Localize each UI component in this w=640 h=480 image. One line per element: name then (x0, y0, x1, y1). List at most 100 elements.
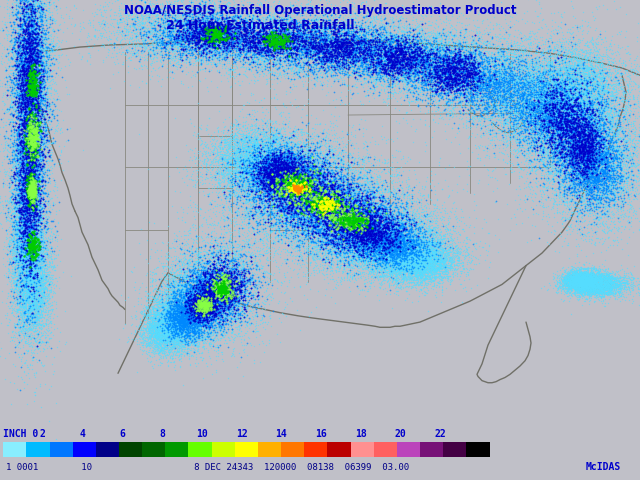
Point (174, 351, 184, 359)
Point (408, 92, 419, 100)
Point (216, 300, 226, 308)
Point (26, 111, 36, 119)
Point (15, 198, 25, 206)
Point (246, 36, 256, 44)
Point (10, 245, 20, 253)
Point (189, 308, 200, 315)
Point (16, 39, 26, 47)
Point (275, 62, 285, 70)
Point (593, 95, 604, 103)
Point (411, 260, 421, 267)
Point (360, 58, 370, 66)
Point (582, 278, 592, 286)
Point (372, 226, 382, 233)
Point (290, 200, 300, 208)
Point (19, 104, 29, 112)
Point (250, 163, 260, 171)
Point (28, 127, 38, 135)
Point (577, 157, 587, 165)
Point (26, 76, 36, 84)
Point (220, 6, 230, 14)
Point (403, 57, 413, 65)
Point (289, 35, 300, 42)
Point (3, 105, 13, 113)
Point (193, 174, 203, 182)
Point (284, 152, 294, 159)
Point (32, 154, 42, 161)
Point (177, 323, 187, 331)
Point (260, 163, 271, 170)
Point (516, 219, 527, 227)
Point (388, 250, 399, 257)
Point (288, 39, 298, 47)
Point (297, 197, 307, 205)
Point (438, 51, 449, 59)
Point (28, 168, 38, 176)
Point (182, 309, 193, 316)
Point (472, 73, 483, 81)
Point (547, 90, 557, 98)
Point (572, 99, 582, 107)
Point (18, 115, 28, 123)
Point (585, 276, 595, 284)
Point (427, 67, 437, 74)
Point (29, 36, 40, 44)
Point (375, 54, 385, 62)
Point (421, 240, 431, 248)
Point (231, 175, 241, 182)
Point (372, 204, 383, 212)
Point (355, 214, 365, 222)
Point (246, 22, 257, 29)
Point (516, 91, 527, 98)
Point (279, 139, 289, 147)
Point (188, 315, 198, 323)
Point (557, 181, 567, 189)
Point (437, 279, 447, 287)
Point (339, 209, 349, 217)
Point (577, 99, 587, 107)
Point (231, 154, 241, 162)
Point (569, 65, 579, 72)
Point (284, 177, 294, 185)
Point (134, 286, 144, 293)
Point (180, 269, 190, 277)
Point (151, 19, 161, 27)
Point (30, 255, 40, 263)
Point (284, 164, 294, 171)
Point (490, 72, 500, 79)
Point (388, 243, 399, 251)
Point (426, 45, 436, 53)
Point (271, 161, 282, 168)
Point (307, 68, 317, 75)
Point (258, 46, 268, 54)
Point (164, 307, 174, 315)
Point (568, 275, 579, 282)
Point (528, 147, 538, 155)
Point (585, 280, 595, 288)
Point (578, 119, 588, 126)
Point (292, 168, 302, 176)
Point (8, 163, 18, 171)
Point (24, 178, 34, 186)
Point (575, 277, 586, 285)
Point (536, 122, 547, 130)
Point (216, 144, 226, 152)
Point (515, 67, 525, 75)
Point (190, 310, 200, 317)
Point (433, 72, 444, 79)
Point (396, 252, 406, 260)
Point (364, 254, 374, 262)
Point (385, 233, 396, 241)
Point (34, 307, 44, 314)
Point (30, 74, 40, 82)
Point (316, 227, 326, 234)
Point (160, 331, 170, 339)
Point (48, 139, 58, 147)
Point (559, 85, 569, 93)
Point (29, 224, 39, 231)
Point (202, 274, 212, 282)
Point (568, 267, 578, 275)
Point (357, 235, 367, 243)
Point (436, 276, 446, 284)
Point (17, 286, 28, 293)
